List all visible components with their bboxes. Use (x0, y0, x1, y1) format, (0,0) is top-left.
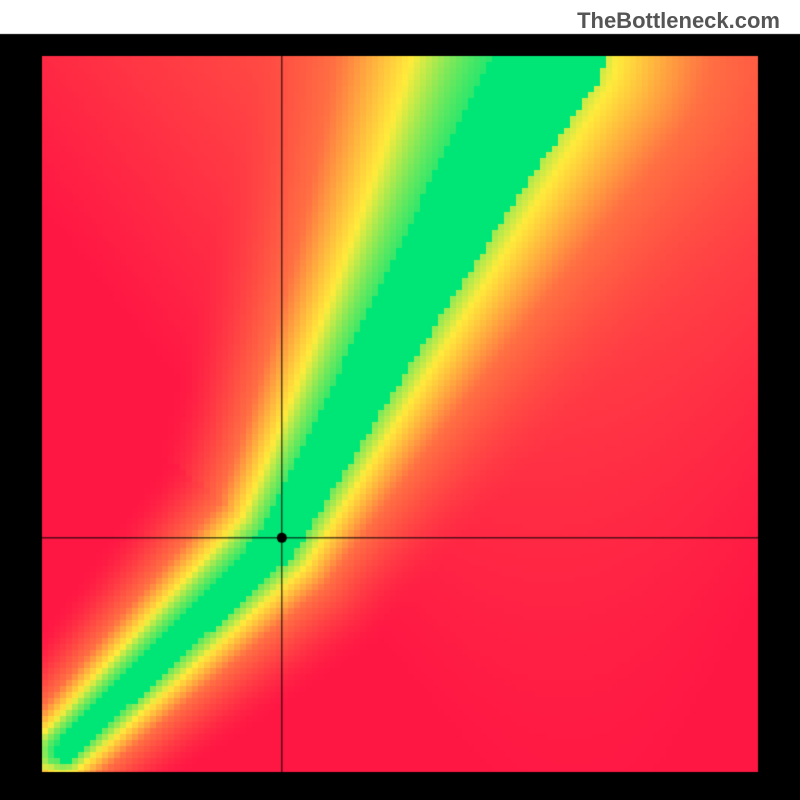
watermark-text: TheBottleneck.com (577, 8, 780, 34)
heatmap-canvas (0, 0, 800, 800)
chart-container: TheBottleneck.com (0, 0, 800, 800)
